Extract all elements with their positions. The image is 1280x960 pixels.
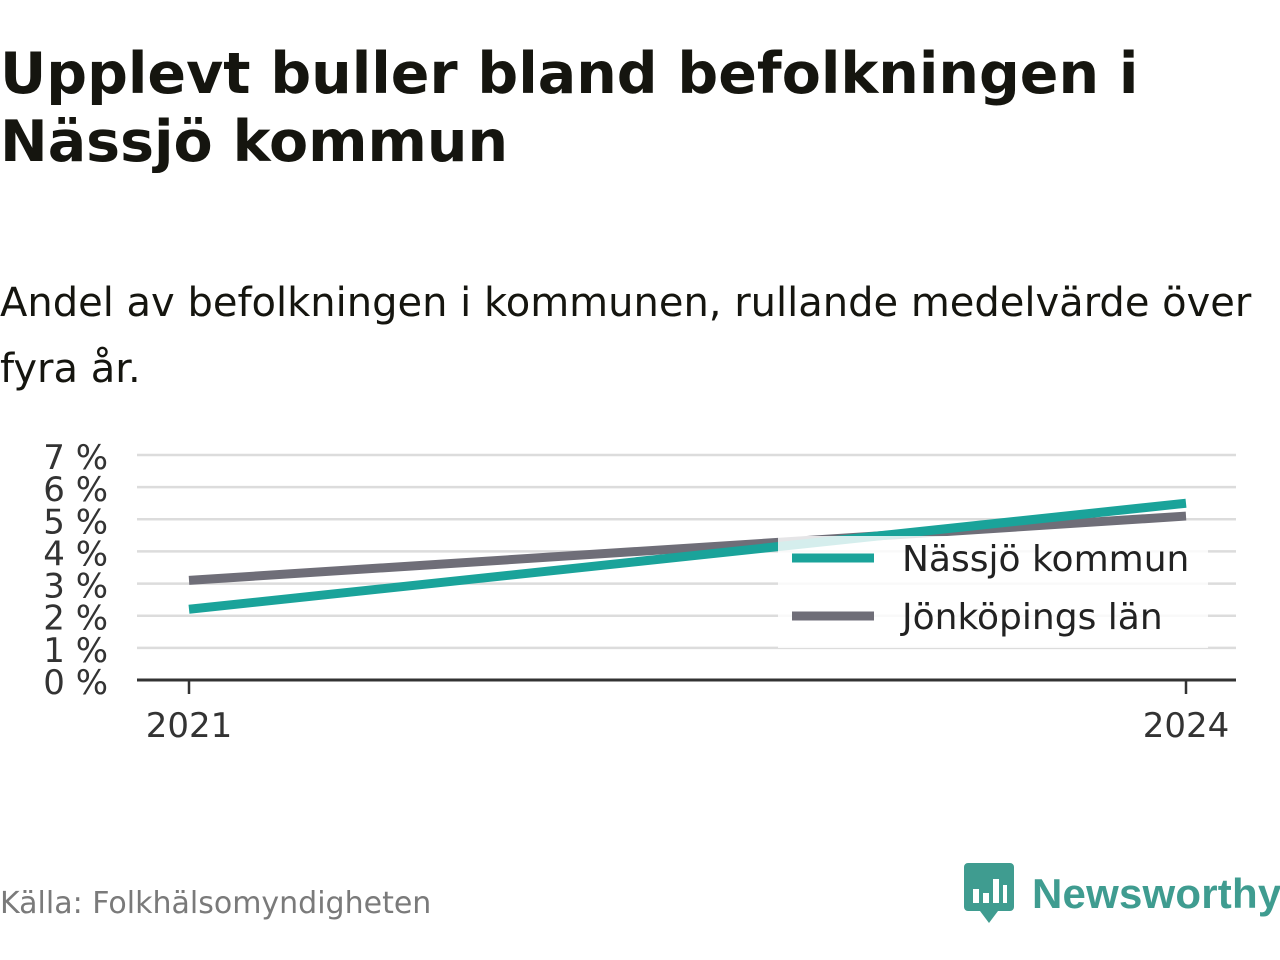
x-tick-label: 2021: [146, 706, 233, 746]
y-tick-label: 1 %: [43, 631, 108, 671]
y-tick-label: 5 %: [43, 502, 108, 542]
y-tick-label: 2 %: [43, 599, 108, 639]
series-line: [188, 511, 1187, 585]
legend: Nässjö kommun Jönköpings län: [778, 536, 1208, 648]
legend-label: Jönköpings län: [900, 597, 1163, 638]
series-line: [188, 498, 1187, 614]
brand-name: Newsworthy: [1032, 870, 1280, 917]
y-tick-label: 0 %: [43, 663, 108, 703]
legend-label: Nässjö kommun: [902, 539, 1189, 580]
chart-subtitle: Andel av befolkningen i kommunen, rullan…: [0, 280, 1252, 392]
brand-logo: Newsworthy: [964, 862, 1280, 926]
source-credit: Källa: Folkhälsomyndigheten: [0, 886, 432, 921]
y-tick-label: 6 %: [43, 470, 108, 510]
x-tick-label: 2024: [1143, 706, 1230, 746]
series-lines: [188, 498, 1187, 614]
y-axis-ticks: 0 %1 %2 %3 %4 %5 %6 %7 %: [43, 438, 108, 703]
x-axis: 2021 2024: [137, 678, 1236, 746]
y-tick-label: 7 %: [43, 438, 108, 478]
y-tick-label: 4 %: [43, 534, 108, 574]
y-tick-label: 3 %: [43, 567, 108, 607]
chart-title: Upplevt buller bland befolkningen i Näss…: [0, 41, 1139, 175]
newsworthy-logo-icon: [964, 863, 1014, 923]
